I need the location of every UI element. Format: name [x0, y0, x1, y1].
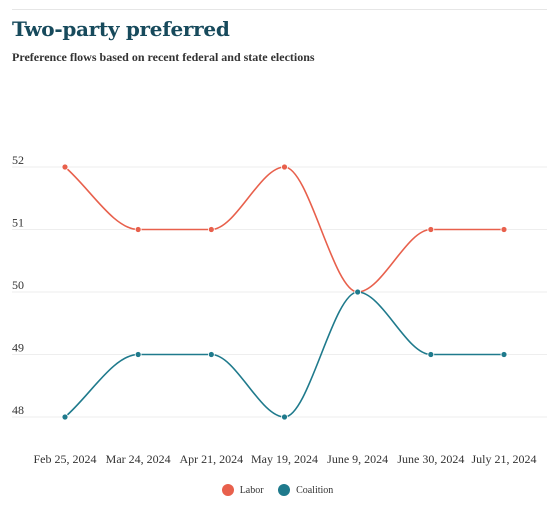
- legend: Labor Coalition: [0, 484, 555, 499]
- y-tick-label-51: 51: [12, 216, 24, 230]
- y-tick-label-49: 49: [12, 341, 24, 355]
- x-tick-label-2: Apr 21, 2024: [179, 452, 243, 466]
- legend-swatch-labor: [221, 484, 234, 496]
- y-tick-label-48: 48: [12, 403, 24, 417]
- point-coalition-1[interactable]: [134, 351, 142, 358]
- point-labor-5[interactable]: [427, 226, 435, 233]
- legend-swatch-coalition: [278, 484, 291, 496]
- line-chart: 48 49 50 51 52 Feb 25, 2024 Mar 24, 2024 Apr 2…: [12, 153, 547, 466]
- point-coalition-6[interactable]: [500, 351, 508, 358]
- x-tick-label-5: June 30, 2024: [397, 452, 464, 466]
- point-coalition-0[interactable]: [61, 413, 69, 421]
- legend-label-coalition: Coalition: [296, 484, 334, 496]
- x-tick-label-4: June 9, 2024: [327, 452, 388, 466]
- legend-label-labor: Labor: [239, 484, 264, 496]
- point-labor-2[interactable]: [207, 226, 215, 233]
- x-tick-label-3: May 19, 2024: [251, 452, 318, 466]
- x-tick-label-1: Mar 24, 2024: [106, 452, 171, 466]
- x-axis-ticks: Feb 25, 2024 Mar 24, 2024 Apr 21, 2024 May …: [34, 452, 537, 466]
- point-coalition-5[interactable]: [427, 351, 435, 358]
- x-tick-label-6: July 21, 2024: [471, 452, 536, 466]
- point-labor-1[interactable]: [134, 226, 142, 233]
- chart-title: Two-party preferred: [12, 17, 230, 41]
- legend-item-coalition[interactable]: Coalition: [278, 484, 333, 496]
- point-labor-0[interactable]: [61, 163, 69, 171]
- y-axis-ticks: 48 49 50 51 52: [12, 153, 24, 417]
- y-tick-label-50: 50: [12, 278, 24, 292]
- legend-item-labor[interactable]: Labor: [221, 484, 264, 496]
- grid-lines: [12, 166, 547, 418]
- top-rule: [12, 9, 547, 10]
- series-points: [61, 163, 508, 421]
- point-coalition-4[interactable]: [354, 288, 362, 296]
- chart-subtitle: Preference flows based on recent federal…: [12, 50, 315, 64]
- point-coalition-2[interactable]: [207, 351, 215, 358]
- point-labor-6[interactable]: [500, 226, 508, 233]
- point-coalition-3[interactable]: [281, 413, 288, 421]
- point-labor-3[interactable]: [281, 163, 288, 171]
- x-tick-label-0: Feb 25, 2024: [34, 452, 97, 466]
- y-tick-label-52: 52: [12, 153, 24, 167]
